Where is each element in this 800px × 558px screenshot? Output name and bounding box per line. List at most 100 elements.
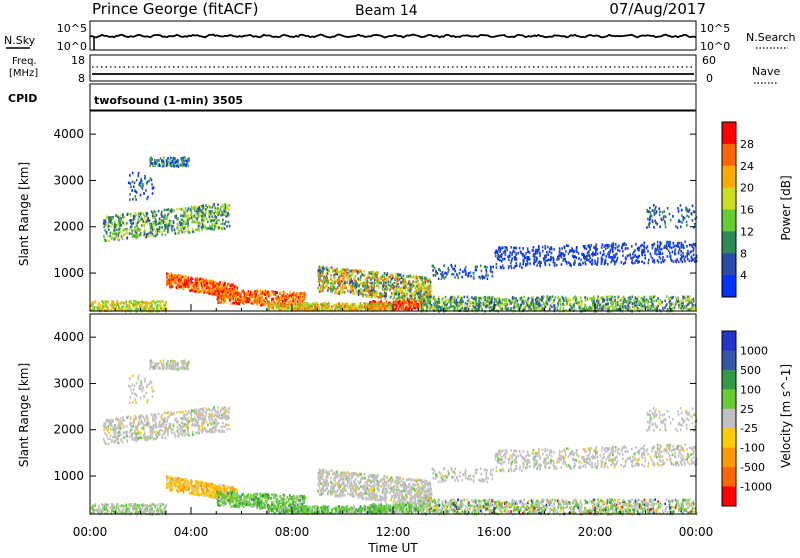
power-point (121, 306, 123, 309)
power-point (613, 245, 615, 248)
power-point (637, 248, 639, 251)
power-point (650, 252, 652, 255)
power-point (661, 301, 663, 304)
power-point (379, 292, 381, 295)
power-point (373, 271, 375, 274)
power-point (693, 249, 695, 252)
power-point (500, 266, 502, 269)
power-point (667, 255, 669, 258)
power-point (575, 301, 577, 304)
power-point (466, 308, 468, 311)
power-point (681, 261, 683, 264)
power-point (691, 255, 693, 258)
power-point (220, 214, 222, 217)
power-point (554, 264, 556, 267)
power-point (405, 287, 407, 290)
power-point (614, 308, 616, 311)
power-point (355, 281, 357, 284)
power-point (227, 214, 229, 217)
power-point (231, 298, 233, 301)
power-point (685, 256, 687, 259)
power-point (118, 232, 120, 235)
power-point (395, 306, 397, 309)
power-point (396, 302, 398, 305)
power-point (198, 207, 200, 210)
power-point (414, 286, 416, 289)
power-point (151, 223, 153, 226)
power-point (161, 211, 163, 214)
power-point (576, 246, 578, 249)
power-point (395, 293, 397, 296)
power-point (188, 207, 190, 210)
power-point (405, 296, 407, 299)
power-point (622, 245, 624, 248)
power-point (266, 296, 268, 299)
power-point (245, 296, 247, 299)
power-point (647, 245, 649, 248)
power-point (436, 301, 438, 304)
power-point (617, 246, 619, 249)
power-point (588, 254, 590, 257)
power-point (173, 209, 175, 212)
power-point (365, 278, 367, 281)
power-point (252, 302, 254, 305)
nsky-strip: N.Sky 10^5 10^0 10^5 10^0 N.Search (4, 21, 796, 53)
power-point (584, 247, 586, 250)
power-point (678, 242, 680, 245)
power-point (175, 282, 177, 285)
power-point (319, 290, 321, 293)
power-point (202, 286, 204, 289)
power-point (692, 306, 694, 309)
power-point (180, 283, 182, 286)
power-point (356, 286, 358, 289)
power-point (408, 300, 410, 303)
power-point (154, 302, 156, 305)
power-point (229, 204, 231, 207)
power-point (669, 241, 671, 244)
power-point (200, 205, 202, 208)
power-point (169, 276, 171, 279)
power-point (209, 292, 211, 295)
nave-label: Nave (752, 65, 780, 78)
power-point (106, 215, 108, 218)
power-point (687, 250, 689, 253)
power-point (442, 297, 444, 300)
power-point (224, 282, 226, 285)
power-point (609, 295, 611, 298)
power-point (227, 212, 229, 215)
power-point (198, 225, 200, 228)
power-point (119, 221, 121, 224)
power-point (653, 300, 655, 303)
power-point (617, 304, 619, 307)
power-point (644, 254, 646, 257)
power-point (583, 308, 585, 311)
power-point (217, 297, 219, 300)
power-point (140, 219, 142, 222)
power-point (578, 252, 580, 255)
power-point (601, 260, 603, 263)
power-point (621, 303, 623, 306)
power-point (318, 270, 320, 273)
power-point (190, 214, 192, 217)
power-point (423, 300, 425, 303)
power-point (508, 255, 510, 258)
power-point (641, 297, 643, 300)
power-point (631, 245, 633, 248)
power-point (402, 278, 404, 281)
power-point (284, 291, 286, 294)
power-point (135, 222, 137, 225)
power-point (608, 254, 610, 257)
power-point (168, 274, 170, 277)
power-point (627, 247, 629, 250)
power-point (403, 286, 405, 289)
power-point (129, 219, 131, 222)
power-point (158, 306, 160, 309)
power-point (175, 215, 177, 218)
power-point (604, 299, 606, 302)
power-point (656, 253, 658, 256)
power-point (556, 306, 558, 309)
power-point (578, 257, 580, 260)
power-point (247, 297, 249, 300)
power-point (458, 304, 460, 307)
power-point (162, 163, 164, 166)
